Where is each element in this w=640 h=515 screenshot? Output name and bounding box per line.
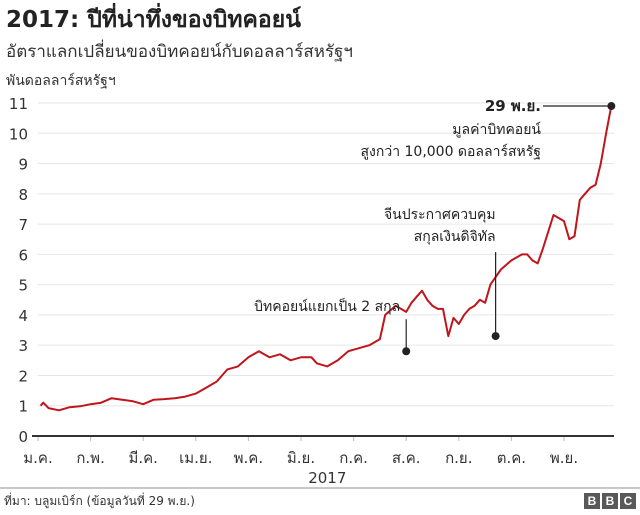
- y-tick-label: 5: [18, 277, 28, 295]
- annotation-marker: [402, 347, 411, 356]
- annotation-marker: [491, 332, 500, 341]
- x-tick-label: ส.ค.: [392, 449, 421, 467]
- y-tick-label: 0: [18, 428, 28, 446]
- source-note: ที่มา: บลูมเบิร์ก (ข้อมูลวันที่ 29 พ.ย.): [4, 494, 195, 508]
- y-tick-label: 10: [9, 125, 28, 143]
- x-tick-label: ก.ค.: [339, 449, 368, 467]
- annotation-peak-line2: สูงกว่า 10,000 ดอลลาร์สหรัฐ: [360, 143, 541, 160]
- annotation-china-line1: จีนประกาศควบคุม: [384, 207, 496, 223]
- x-tick-label: ม.ค.: [23, 449, 52, 467]
- footer-divider: [0, 487, 640, 489]
- y-tick-label: 6: [18, 246, 28, 264]
- annotation-china-line2: สกุลเงินดิจิทัล: [414, 229, 496, 245]
- line-chart: 0 1 2 3 4 5 6 7 8 9 10 11 ม.ค. ก.พ. มี.ค. เม.ย. พ.ค. มิ.ย…: [9, 95, 616, 487]
- y-tick-label: 9: [18, 156, 28, 174]
- x-tick-label: เม.ย.: [179, 449, 212, 467]
- y-tick-label: 11: [9, 95, 28, 113]
- x-tick-label: พ.ย.: [550, 449, 578, 467]
- y-tick-label: 8: [18, 186, 28, 204]
- bbc-logo: B B C: [584, 493, 636, 509]
- x-tick-label: ก.พ.: [76, 449, 105, 467]
- bbc-logo-letter: B: [602, 493, 618, 509]
- x-tick-label: มิ.ย.: [287, 449, 315, 467]
- x-tick-label: มี.ค.: [128, 449, 157, 467]
- y-tick-label: 4: [18, 307, 28, 325]
- chart-title: 2017: ปีที่น่าทึ่งของบิทคอยน์: [6, 7, 301, 33]
- y-axis-unit-label: พันดอลลาร์สหรัฐฯ: [6, 73, 116, 89]
- annotation-peak-date: 29 พ.ย.: [485, 97, 541, 115]
- y-tick-label: 3: [18, 337, 28, 355]
- x-axis-title: 2017: [308, 469, 346, 487]
- chart-subtitle: อัตราแลกเปลี่ยนของบิทคอยน์กับดอลลาร์สหรั…: [6, 42, 353, 62]
- bbc-logo-letter: C: [620, 493, 636, 509]
- y-tick-label: 2: [18, 367, 28, 385]
- y-tick-label: 7: [18, 216, 28, 234]
- annotation-marker: [607, 102, 616, 111]
- annotation-fork: บิทคอยน์แยกเป็น 2 สกุล: [254, 297, 400, 315]
- y-tick-label: 1: [18, 398, 28, 416]
- bbc-logo-letter: B: [584, 493, 600, 509]
- annotation-peak-line1: มูลค่าบิทคอยน์: [452, 121, 541, 138]
- x-tick-label: ต.ค.: [497, 449, 526, 467]
- x-tick-label: ก.ย.: [445, 449, 472, 467]
- x-tick-label: พ.ค.: [234, 449, 263, 467]
- bitcoin-price-line: [39, 105, 613, 412]
